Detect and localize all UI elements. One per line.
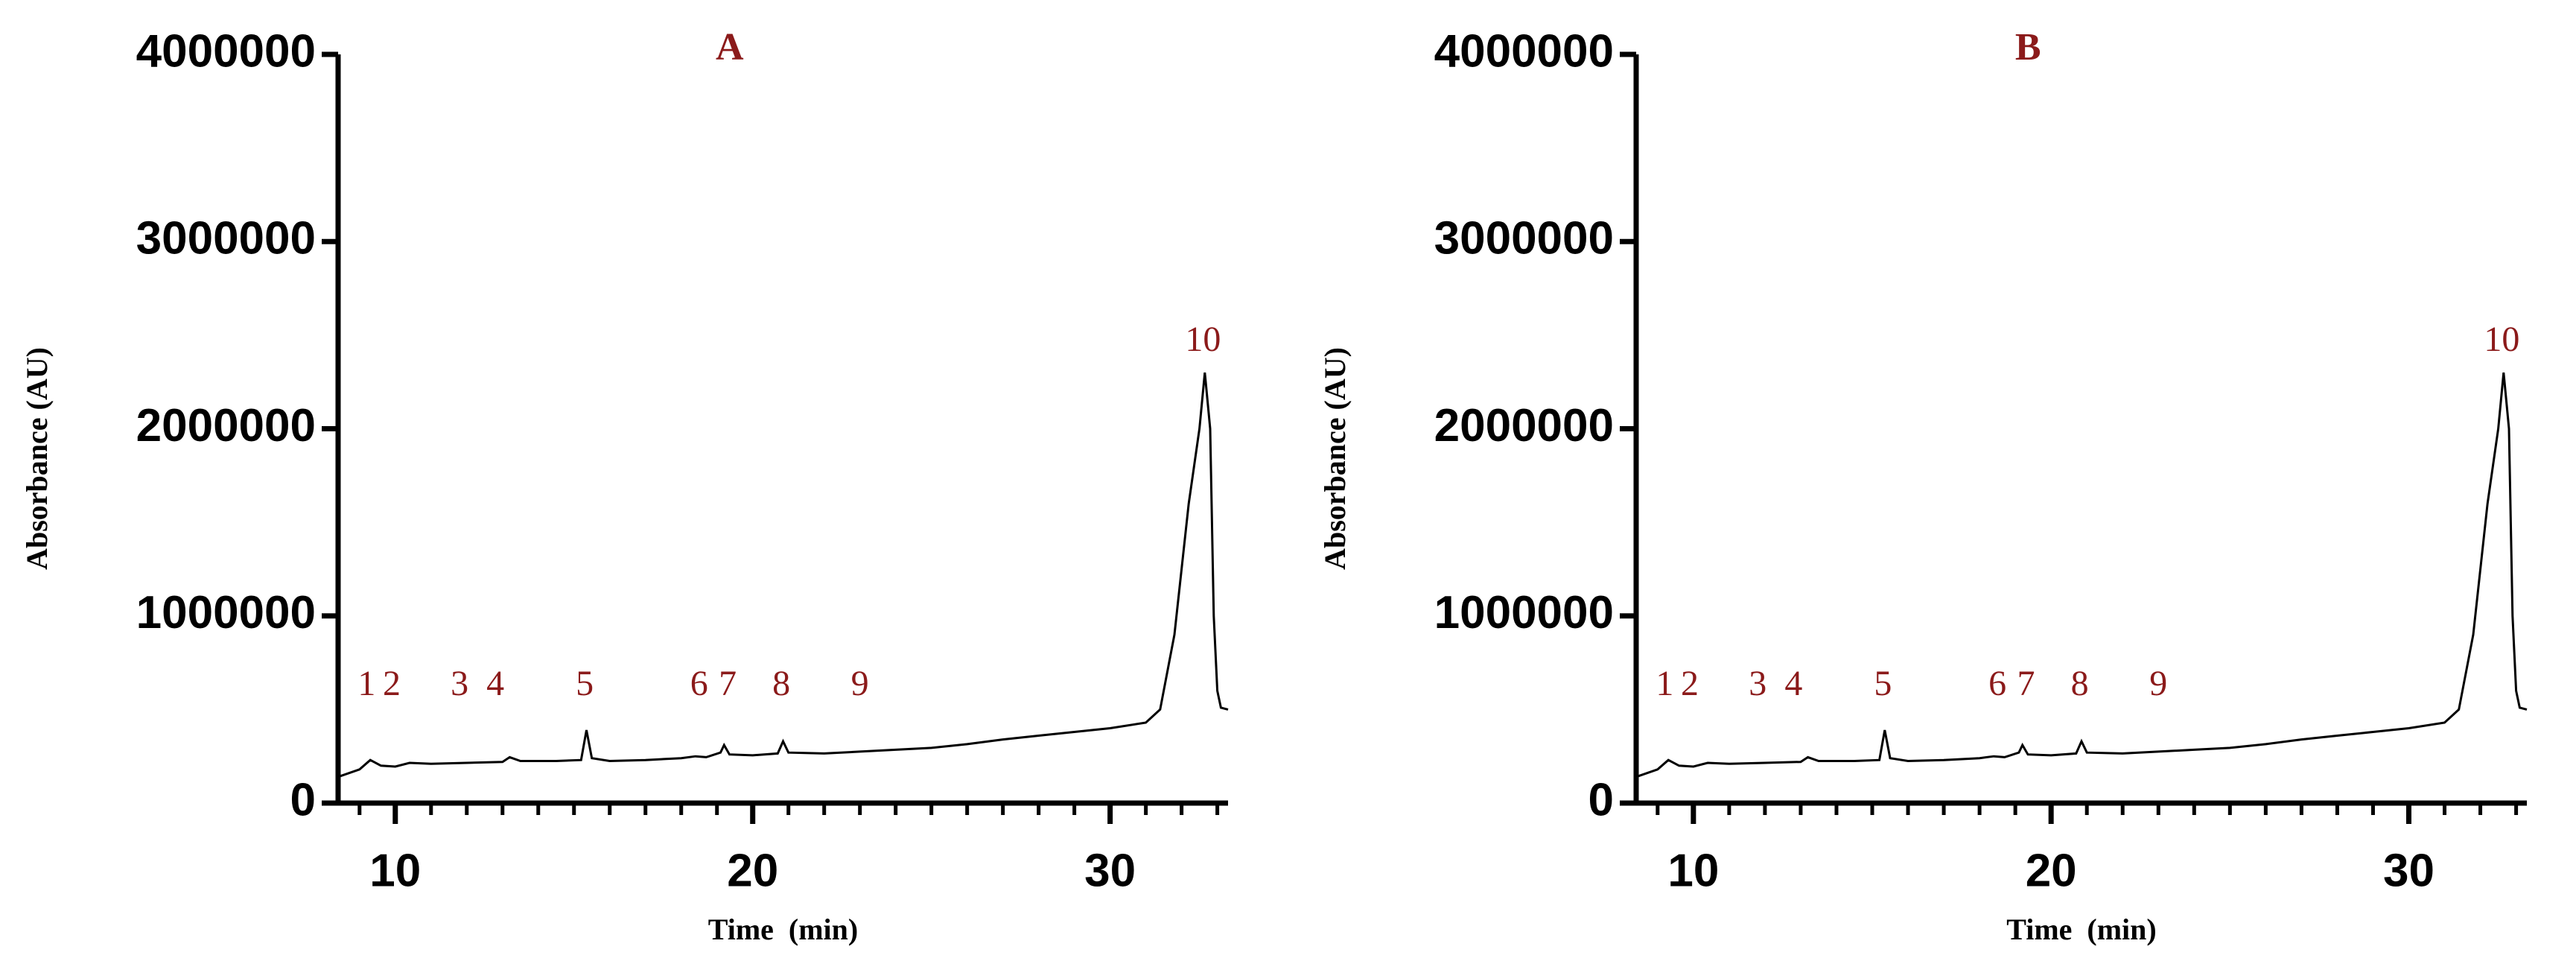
- peak-label: 2: [383, 664, 401, 703]
- chart-title: B: [2015, 26, 2041, 69]
- peak-label: 9: [2149, 664, 2167, 703]
- x-axis-label: Time (min): [708, 913, 858, 946]
- peak-label: 6: [690, 664, 708, 703]
- x-tick-label: 10: [369, 845, 421, 896]
- peak-label: 4: [486, 664, 504, 703]
- y-tick-label: 1000000: [136, 587, 316, 638]
- peak-label: 8: [772, 664, 790, 703]
- peak-label: 1: [1656, 664, 1673, 703]
- y-tick-label: 4000000: [1434, 25, 1614, 77]
- peak-label: 5: [576, 664, 594, 703]
- peak-label: 10: [1185, 320, 1221, 359]
- peak-label: 9: [851, 664, 869, 703]
- y-tick-label: 2000000: [1434, 400, 1614, 451]
- y-tick-label: 3000000: [1434, 213, 1614, 264]
- y-tick-label: 4000000: [136, 25, 316, 77]
- y-axis-label: Absorbance (AU): [1318, 347, 1352, 570]
- y-tick-label: 0: [290, 774, 316, 825]
- y-tick-label: 3000000: [136, 213, 316, 264]
- chromatogram-line: [1635, 372, 2528, 779]
- peak-label: 5: [1874, 664, 1892, 703]
- peak-label: 3: [451, 664, 468, 703]
- peak-label: 1: [357, 664, 375, 703]
- y-axis-label: Absorbance (AU): [20, 347, 54, 570]
- x-tick-label: 20: [2026, 845, 2077, 896]
- peak-label: 7: [2017, 664, 2035, 703]
- peak-label: 8: [2071, 664, 2089, 703]
- peak-label: 6: [1988, 664, 2006, 703]
- peak-label: 4: [1784, 664, 1802, 703]
- x-tick-label: 10: [1667, 845, 1719, 896]
- peak-label: 10: [2484, 320, 2519, 359]
- peak-label: 3: [1749, 664, 1766, 703]
- x-tick-label: 30: [1084, 845, 1136, 896]
- x-tick-label: 20: [727, 845, 778, 896]
- y-tick-label: 1000000: [1434, 587, 1614, 638]
- y-tick-label: 2000000: [136, 400, 316, 451]
- x-tick-label: 30: [2383, 845, 2435, 896]
- chromatogram-line: [337, 372, 1229, 779]
- peak-label: 2: [1681, 664, 1699, 703]
- peak-label: 7: [719, 664, 737, 703]
- y-tick-label: 0: [1588, 774, 1614, 825]
- chart-title: A: [716, 26, 744, 69]
- x-axis-label: Time (min): [2006, 913, 2156, 946]
